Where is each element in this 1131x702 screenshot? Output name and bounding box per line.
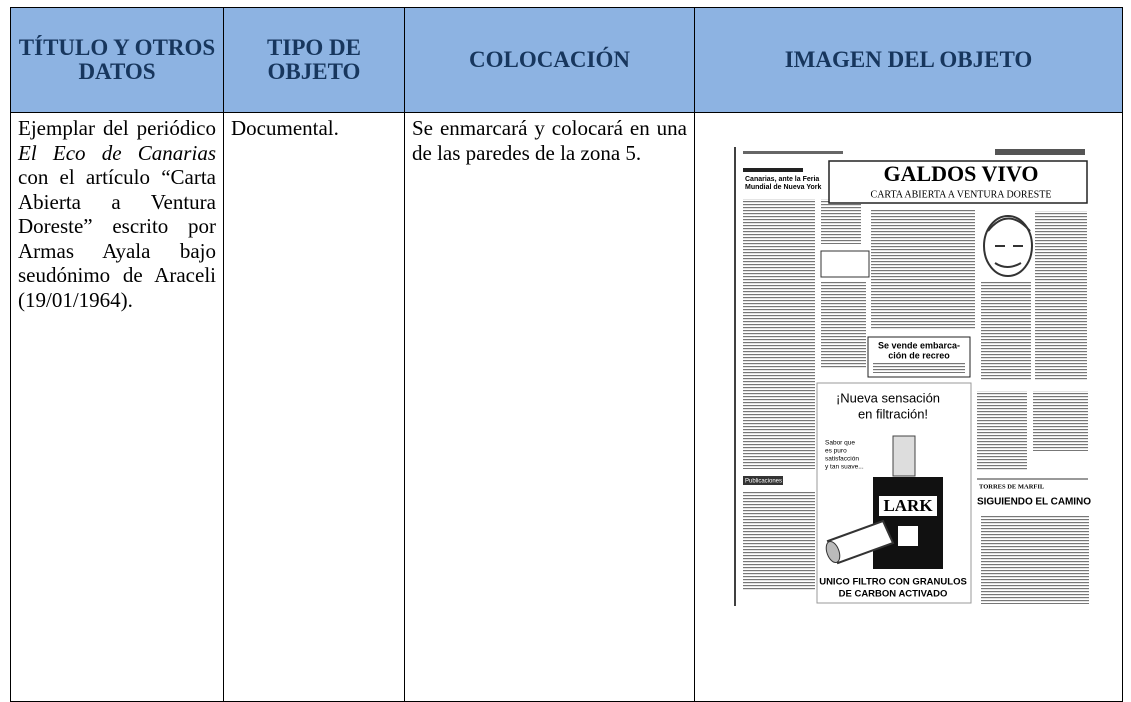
type-cell: Documental.	[223, 112, 405, 702]
np-text: Sabor que	[825, 440, 855, 447]
np-text: Canarias, ante la Feria	[745, 176, 819, 183]
np-text: CARTA ABIERTA A VENTURA DORESTE	[871, 189, 1052, 200]
np-headline: GALDOS VIVO	[883, 161, 1038, 186]
np-text: UNICO FILTRO CON GRANULOS	[819, 577, 967, 588]
np-text: Publicaciones	[745, 479, 782, 485]
object-table: TÍTULO Y OTROS DATOS TIPO DE OBJETO COLO…	[10, 7, 1123, 702]
header-cell: TIPO DE OBJETO	[223, 7, 405, 113]
np-text: es puro	[825, 448, 847, 455]
image-cell: Canarias, ante la Feria Mundial de Nueva…	[694, 112, 1123, 702]
header-cell: COLOCACIÓN	[404, 7, 695, 113]
newspaper-image: Canarias, ante la Feria Mundial de Nueva…	[733, 141, 1095, 613]
np-text: DE CARBON ACTIVADO	[839, 589, 948, 600]
np-text: satisfacción	[825, 456, 859, 463]
np-text: ¡Nueva sensación	[836, 390, 940, 405]
header-row: TÍTULO Y OTROS DATOS TIPO DE OBJETO COLO…	[10, 7, 1123, 113]
np-text: Se vende embarca-	[878, 340, 960, 350]
np-brand: LARK	[883, 496, 933, 515]
text-segment: con el artículo “Carta Abierta a Ventura…	[18, 165, 216, 312]
header-cell: TÍTULO Y OTROS DATOS	[10, 7, 224, 113]
np-text: TORRES DE MARFIL	[979, 483, 1045, 490]
placement-cell: Se enmarcará y colocará en una de las pa…	[404, 112, 695, 702]
header-cell: IMAGEN DEL OBJETO	[694, 7, 1123, 113]
text-segment: Ejemplar del periódico	[18, 116, 216, 140]
np-text: ción de recreo	[888, 350, 950, 360]
np-text: en filtración!	[858, 406, 928, 421]
body-row: Ejemplar del periódico El Eco de Canaria…	[10, 112, 1123, 702]
np-text: Mundial de Nueva York	[745, 184, 821, 191]
title-cell: Ejemplar del periódico El Eco de Canaria…	[10, 112, 224, 702]
np-text: y tan suave...	[825, 464, 864, 471]
text-segment: El Eco de Canarias	[18, 140, 216, 165]
page: TÍTULO Y OTROS DATOS TIPO DE OBJETO COLO…	[10, 7, 1123, 702]
np-text: SIGUIENDO EL CAMINO	[977, 497, 1091, 508]
